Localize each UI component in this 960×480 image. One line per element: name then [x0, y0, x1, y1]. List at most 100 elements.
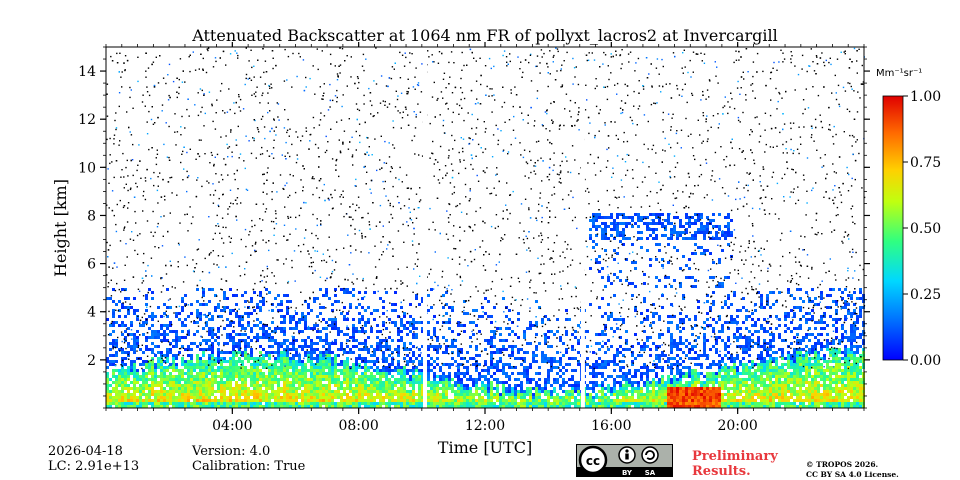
- heatmap-cell: [751, 375, 754, 378]
- heatmap-cell: [628, 222, 631, 225]
- heatmap-cell: [790, 396, 793, 399]
- heatmap-cell: [754, 387, 757, 390]
- heatmap-cell: [763, 402, 766, 405]
- heatmap-cell: [214, 309, 217, 312]
- heatmap-cell: [310, 345, 313, 348]
- heatmap-cell: [646, 390, 649, 393]
- heatmap-cell: [688, 237, 691, 240]
- heatmap-cell: [388, 363, 391, 366]
- heatmap-cell: [418, 399, 421, 402]
- heatmap-cell: [346, 357, 349, 360]
- heatmap-cell: [604, 228, 607, 231]
- heatmap-cell: [319, 375, 322, 378]
- heatmap-cell: [202, 381, 205, 384]
- heatmap-cell: [793, 405, 796, 408]
- heatmap-cell: [187, 405, 190, 408]
- heatmap-cell: [655, 222, 658, 225]
- heatmap-cell: [700, 354, 703, 357]
- heatmap-cell: [706, 216, 709, 219]
- heatmap-cell: [409, 402, 412, 405]
- heatmap-cell: [244, 357, 247, 360]
- heatmap-cell: [478, 375, 481, 378]
- heatmap-cell: [325, 387, 328, 390]
- heatmap-cell: [724, 234, 727, 237]
- heatmap-cell: [358, 384, 361, 387]
- heatmap-cell: [679, 234, 682, 237]
- heatmap-cell: [712, 399, 715, 402]
- heatmap-cell: [811, 378, 814, 381]
- heatmap-cell: [334, 360, 337, 363]
- heatmap-cell: [442, 399, 445, 402]
- heatmap-cell: [640, 396, 643, 399]
- heatmap-cell: [328, 375, 331, 378]
- heatmap-cell: [346, 372, 349, 375]
- heatmap-cell: [661, 225, 664, 228]
- heatmap-cell: [112, 387, 115, 390]
- heatmap-cell: [715, 372, 718, 375]
- heatmap-cell: [499, 405, 502, 408]
- heatmap-cell: [472, 363, 475, 366]
- heatmap-cell: [364, 405, 367, 408]
- heatmap-cell: [418, 393, 421, 396]
- heatmap-cell: [697, 219, 700, 222]
- heatmap-cell: [193, 369, 196, 372]
- heatmap-cell: [364, 390, 367, 393]
- heatmap-cell: [604, 249, 607, 252]
- heatmap-cell: [604, 225, 607, 228]
- heatmap-cell: [181, 363, 184, 366]
- heatmap-cell: [766, 399, 769, 402]
- heatmap-cell: [703, 339, 706, 342]
- heatmap-cell: [409, 375, 412, 378]
- heatmap-cell: [817, 366, 820, 369]
- heatmap-cell: [607, 225, 610, 228]
- heatmap-cell: [571, 375, 574, 378]
- heatmap-cell: [805, 336, 808, 339]
- heatmap-cell: [514, 384, 517, 387]
- heatmap-cell: [598, 306, 601, 309]
- heatmap-cell: [328, 357, 331, 360]
- heatmap-cell: [139, 393, 142, 396]
- heatmap-cell: [199, 402, 202, 405]
- heatmap-cell: [172, 378, 175, 381]
- heatmap-cell: [793, 360, 796, 363]
- heatmap-cell: [226, 342, 229, 345]
- heatmap-cell: [313, 384, 316, 387]
- heatmap-cell: [130, 363, 133, 366]
- heatmap-cell: [496, 393, 499, 396]
- heatmap-cell: [676, 234, 679, 237]
- heatmap-cell: [253, 309, 256, 312]
- heatmap-cell: [676, 327, 679, 330]
- heatmap-cell: [436, 399, 439, 402]
- heatmap-cell: [427, 384, 430, 387]
- heatmap-cell: [205, 366, 208, 369]
- heatmap-cell: [175, 315, 178, 318]
- heatmap-cell: [301, 312, 304, 315]
- heatmap-cell: [481, 402, 484, 405]
- heatmap-cell: [805, 405, 808, 408]
- heatmap-cell: [766, 393, 769, 396]
- heatmap-cell: [331, 381, 334, 384]
- heatmap-cell: [499, 360, 502, 363]
- heatmap-cell: [202, 327, 205, 330]
- heatmap-cell: [646, 369, 649, 372]
- heatmap-cell: [178, 336, 181, 339]
- heatmap-cell: [814, 390, 817, 393]
- heatmap-cell: [124, 306, 127, 309]
- heatmap-cell: [361, 306, 364, 309]
- heatmap-cell: [385, 393, 388, 396]
- heatmap-cell: [751, 396, 754, 399]
- heatmap-cell: [553, 399, 556, 402]
- heatmap-cell: [733, 294, 736, 297]
- heatmap-cell: [352, 363, 355, 366]
- heatmap-cell: [772, 387, 775, 390]
- heatmap-cell: [733, 375, 736, 378]
- heatmap-cell: [820, 393, 823, 396]
- heatmap-cell: [472, 309, 475, 312]
- heatmap-cell: [547, 402, 550, 405]
- heatmap-cell: [436, 402, 439, 405]
- heatmap-cell: [811, 363, 814, 366]
- heatmap-cell: [280, 315, 283, 318]
- heatmap-cell: [397, 372, 400, 375]
- heatmap-cell: [736, 309, 739, 312]
- heatmap-cell: [658, 315, 661, 318]
